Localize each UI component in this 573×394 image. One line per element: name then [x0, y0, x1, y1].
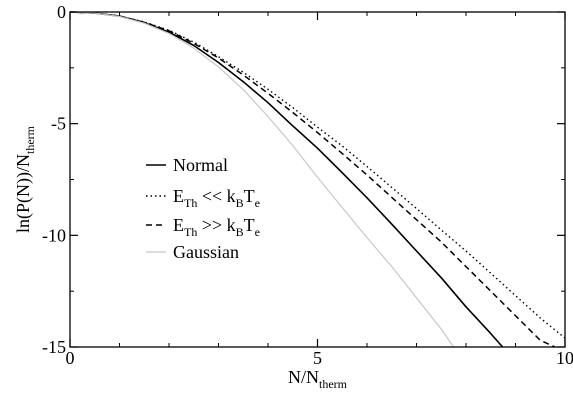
legend-label-eth_gg: ETh >> kBTe	[173, 215, 260, 239]
series-line-normal	[69, 11, 504, 348]
x-tick-label: 10	[556, 348, 573, 368]
y-tick-label: -10	[42, 225, 66, 245]
legend: Normal ETh << kBTe ETh >> kBTe Gaussian	[146, 155, 260, 262]
y-tick-label: -15	[42, 337, 66, 357]
series-line-eth_gg	[69, 11, 556, 348]
legend-label-normal: Normal	[173, 155, 228, 175]
plot-frame	[69, 11, 566, 348]
y-tick-label: 0	[57, 2, 66, 22]
x-tick-label: 5	[313, 348, 322, 368]
y-tick-label: -5	[51, 114, 66, 134]
series-layer	[69, 11, 566, 348]
y-axis-label: ln(P(N))/Ntherm	[13, 125, 37, 233]
legend-label-gaussian: Gaussian	[173, 242, 239, 262]
legend-label-eth_ll: ETh << kBTe	[173, 186, 260, 210]
x-axis-label: N/Ntherm	[288, 367, 348, 391]
series-line-gaussian	[69, 11, 455, 348]
ticks-layer: 0 5 10 0 -5 -10 -15	[42, 2, 573, 368]
x-tick-label: 0	[66, 348, 75, 368]
plot-area: 0 5 10 0 -5 -10 -15	[42, 2, 573, 368]
series-line-eth_ll	[69, 11, 566, 339]
